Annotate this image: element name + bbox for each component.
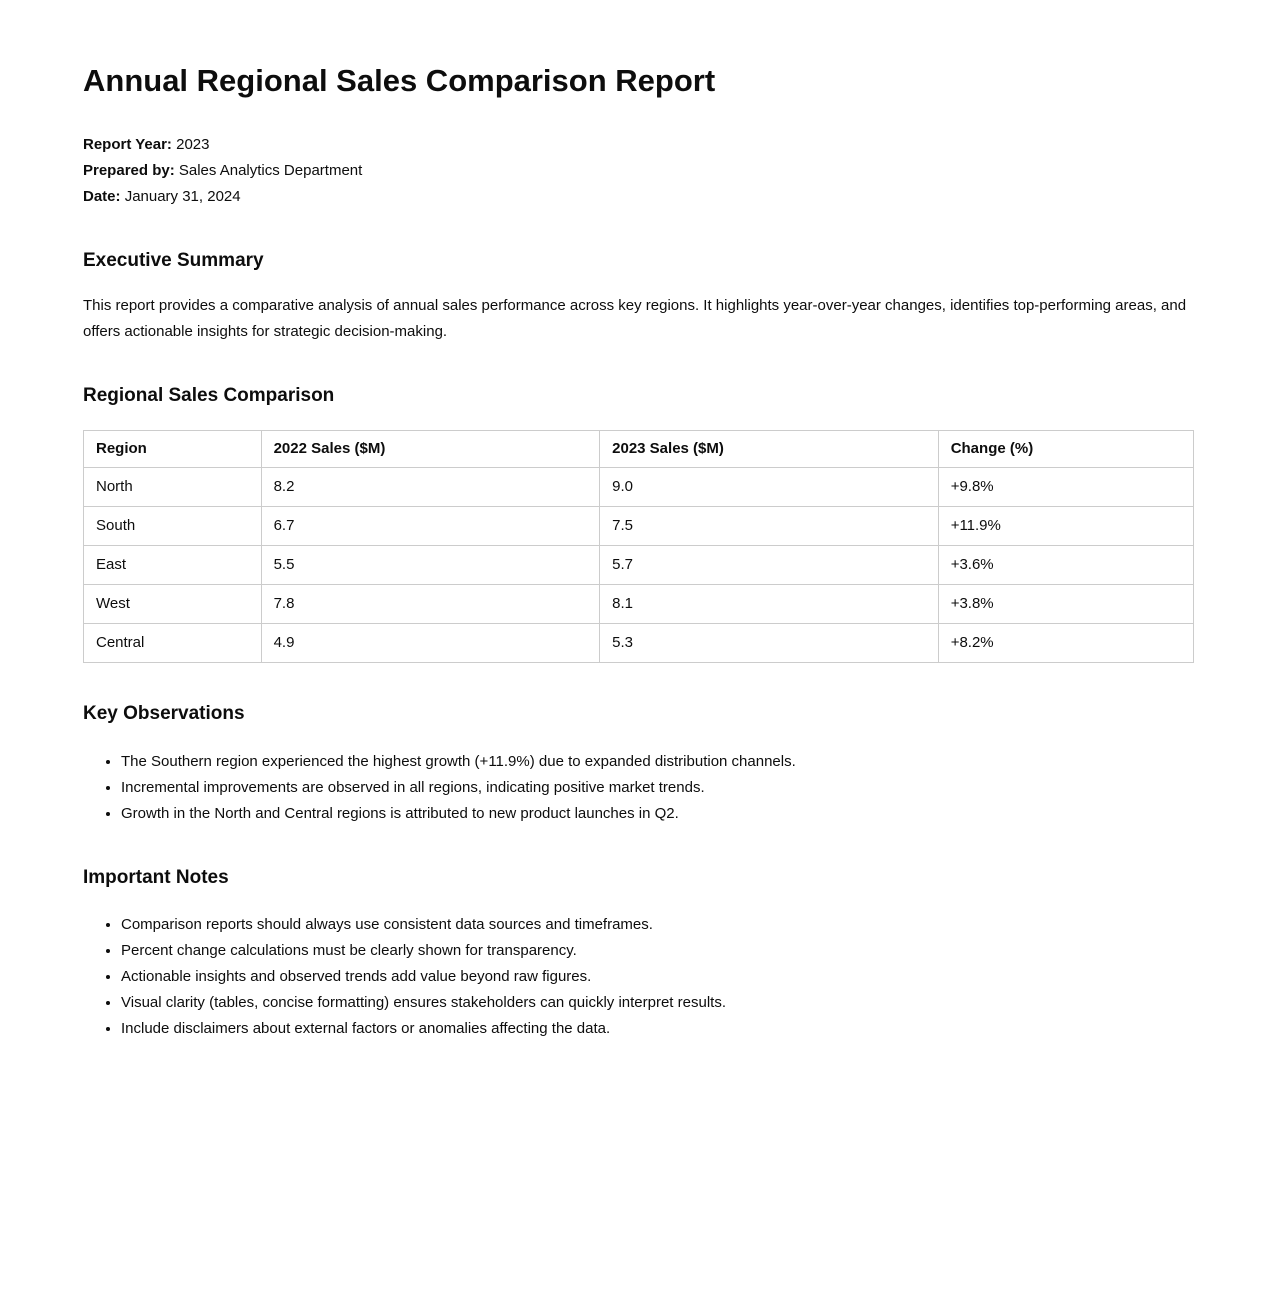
table-column-header: 2022 Sales ($M) bbox=[260, 430, 601, 469]
table-header: Region 2022 Sales ($M) 2023 Sales ($M) C… bbox=[83, 430, 1195, 469]
page-title: Annual Regional Sales Comparison Report bbox=[83, 63, 716, 98]
cell-region: North bbox=[83, 467, 262, 508]
executive-summary-text: This report provides a comparative analy… bbox=[83, 296, 1187, 340]
key-observations-list: The Southern region experienced the high… bbox=[83, 749, 1194, 827]
important-notes-heading: Important Notes bbox=[83, 866, 229, 888]
cell-change-pct: +3.8% bbox=[937, 584, 1195, 625]
list-item: Visual clarity (tables, concise formatti… bbox=[121, 990, 1194, 1016]
cell-region: South bbox=[83, 506, 262, 547]
cell-change-pct: +8.2% bbox=[937, 623, 1195, 664]
date-value: January 31, 2024 bbox=[124, 188, 241, 206]
list-item: Incremental improvements are observed in… bbox=[121, 775, 1194, 801]
prepared-by-label: Prepared by: bbox=[83, 162, 175, 180]
regional-sales-table: Region 2022 Sales ($M) 2023 Sales ($M) C… bbox=[83, 430, 1195, 664]
important-notes-list: Comparison reports should always use con… bbox=[83, 912, 1194, 1042]
report-year-label: Report Year: bbox=[83, 136, 172, 154]
list-item: The Southern region experienced the high… bbox=[121, 749, 1194, 775]
table-row: Central 4.9 5.3 +8.2% bbox=[83, 623, 1195, 664]
table-column-header: Change (%) bbox=[937, 430, 1195, 469]
table-row: North 8.2 9.0 +9.8% bbox=[83, 467, 1195, 508]
table-column-header: Region bbox=[83, 430, 262, 469]
cell-sales-2022: 5.5 bbox=[260, 545, 601, 586]
report-meta: Report Year: 2023 Prepared by: Sales Ana… bbox=[83, 132, 1194, 210]
cell-sales-2022: 4.9 bbox=[260, 623, 601, 664]
cell-sales-2023: 5.3 bbox=[599, 623, 939, 664]
cell-change-pct: +9.8% bbox=[937, 467, 1195, 508]
regional-sales-heading: Regional Sales Comparison bbox=[83, 384, 335, 406]
cell-region: Central bbox=[83, 623, 262, 664]
table-row: West 7.8 8.1 +3.8% bbox=[83, 584, 1195, 625]
table-body: North 8.2 9.0 +9.8% South 6.7 7.5 +11.9%… bbox=[83, 467, 1195, 664]
cell-region: East bbox=[83, 545, 262, 586]
cell-sales-2023: 5.7 bbox=[599, 545, 939, 586]
cell-change-pct: +3.6% bbox=[937, 545, 1195, 586]
cell-sales-2023: 7.5 bbox=[599, 506, 939, 547]
cell-sales-2022: 6.7 bbox=[260, 506, 601, 547]
list-item: Comparison reports should always use con… bbox=[121, 912, 1194, 938]
cell-change-pct: +11.9% bbox=[937, 506, 1195, 547]
cell-sales-2022: 7.8 bbox=[260, 584, 601, 625]
report-year-value: 2023 bbox=[176, 136, 210, 154]
table-column-header: 2023 Sales ($M) bbox=[599, 430, 939, 469]
list-item: Actionable insights and observed trends … bbox=[121, 964, 1194, 990]
cell-region: West bbox=[83, 584, 262, 625]
table-row: South 6.7 7.5 +11.9% bbox=[83, 506, 1195, 547]
list-item: Growth in the North and Central regions … bbox=[121, 801, 1194, 827]
list-item: Percent change calculations must be clea… bbox=[121, 938, 1194, 964]
date-label: Date: bbox=[83, 188, 121, 206]
cell-sales-2023: 8.1 bbox=[599, 584, 939, 625]
key-observations-heading: Key Observations bbox=[83, 703, 245, 725]
list-item: Include disclaimers about external facto… bbox=[121, 1016, 1194, 1042]
prepared-by-value: Sales Analytics Department bbox=[178, 162, 363, 180]
executive-summary-heading: Executive Summary bbox=[83, 250, 264, 271]
cell-sales-2023: 9.0 bbox=[599, 467, 939, 508]
cell-sales-2022: 8.2 bbox=[260, 467, 601, 508]
table-row: East 5.5 5.7 +3.6% bbox=[83, 545, 1195, 586]
table-header-row: Region 2022 Sales ($M) 2023 Sales ($M) C… bbox=[83, 430, 1195, 469]
